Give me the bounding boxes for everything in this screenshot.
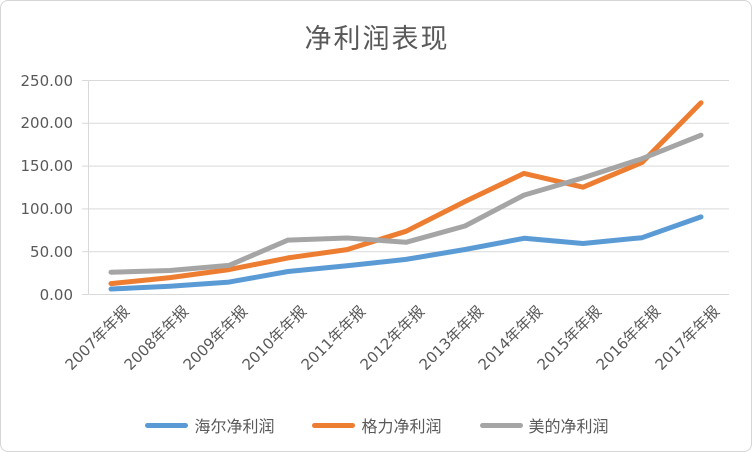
series-line-海尔净利润[interactable] [108,214,704,292]
legend: 海尔净利润 格力净利润 美的净利润 [1,413,751,437]
series-line-格力净利润[interactable] [108,100,704,287]
legend-item-格力净利润[interactable]: 格力净利润 [312,413,442,437]
y-tick-label: 150.00 [20,157,74,176]
y-tick-label: 100.00 [20,199,74,218]
y-tick-label: 200.00 [20,114,74,133]
y-tick-label: 50.00 [30,242,73,261]
legend-line-swatch [479,422,523,428]
chart-title: 净利润表现 [304,24,450,55]
legend-item-海尔净利润[interactable]: 海尔净利润 [145,413,274,437]
series-line-美的净利润[interactable] [108,132,704,275]
y-tick-label: 250.00 [20,71,74,90]
legend-line-swatch [145,422,189,428]
legend-label: 海尔净利润 [194,417,275,436]
legend-line-swatch [312,422,356,428]
legend-label: 美的净利润 [528,417,609,436]
legend-label: 格力净利润 [361,417,442,436]
y-tick-label: 0.00 [39,285,73,304]
legend-item-美的净利润[interactable]: 美的净利润 [479,413,609,437]
